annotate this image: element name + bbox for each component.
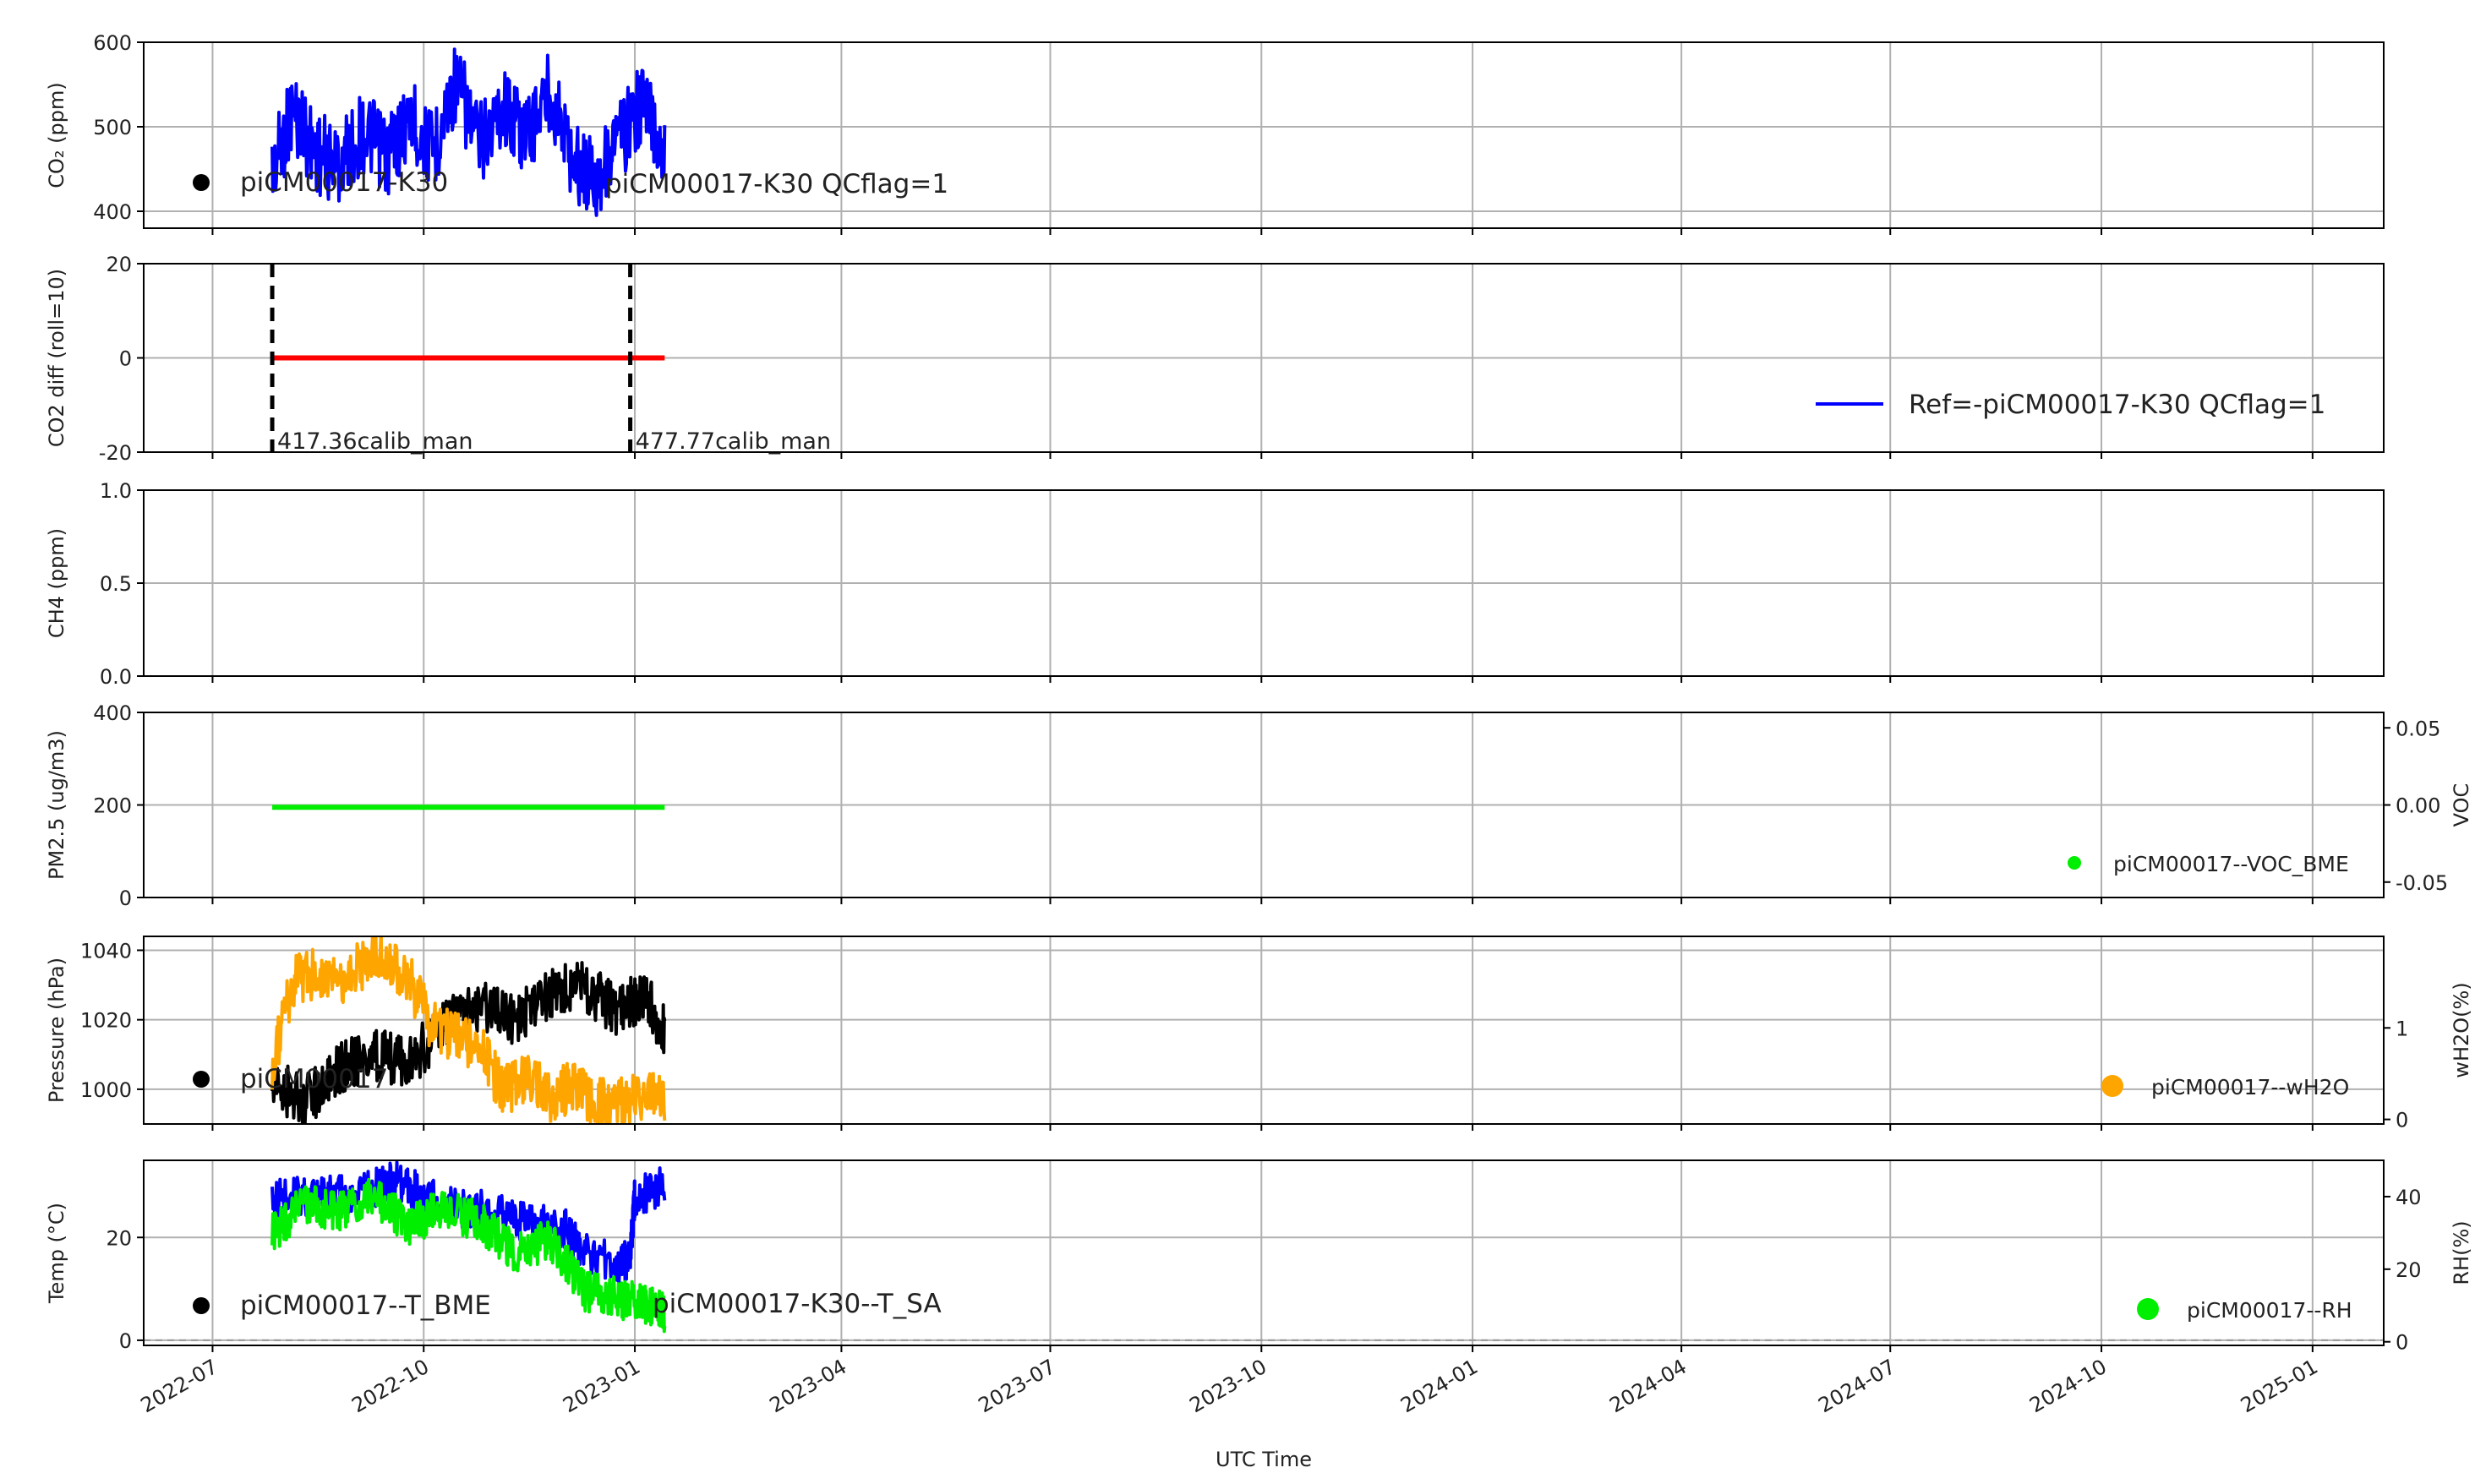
panel-5: 1000 1020 1040 Pressure (hPa) 0 1 wH2O(%) piCM0… bbox=[45, 936, 2473, 1132]
panel-3: 0.0 0.5 1.0 CH4 (ppm) bbox=[45, 479, 2385, 689]
legend-marker bbox=[2068, 856, 2081, 870]
x-tick-label: 2024-10 bbox=[2025, 1355, 2111, 1417]
calib-label: 417.36calib_man bbox=[277, 428, 473, 455]
y-tick-label: 1020 bbox=[80, 1009, 132, 1033]
x-tick-label: 2023-07 bbox=[975, 1355, 1060, 1417]
y-tick-label: -20 bbox=[99, 441, 132, 465]
y2-tick-label: 0.00 bbox=[2396, 794, 2440, 818]
y-axis-label: CO2 diff (roll=10) bbox=[45, 269, 68, 447]
y-tick-label: 0 bbox=[119, 1329, 132, 1353]
calib-label: 477.77calib_man bbox=[636, 428, 831, 455]
y-axis-label: PM2.5 (ug/m3) bbox=[45, 730, 68, 880]
y2-axis-label: RH(%) bbox=[2450, 1220, 2473, 1285]
legend-label: piCM00017--RH bbox=[2187, 1298, 2352, 1323]
legend-marker bbox=[193, 174, 210, 191]
plot-area bbox=[270, 936, 667, 1124]
x-tick-label: 2023-04 bbox=[766, 1355, 851, 1417]
legend-marker bbox=[193, 1297, 210, 1314]
legend-marker bbox=[193, 1071, 210, 1088]
x-tick-label: 2025-01 bbox=[2237, 1355, 2322, 1417]
y-tick-label: 0.5 bbox=[100, 572, 132, 596]
y2-tick-label: 0 bbox=[2396, 1331, 2408, 1355]
y-tick-label: 600 bbox=[93, 31, 132, 55]
y-tick-label: 0.0 bbox=[100, 665, 132, 689]
y-tick-label: 200 bbox=[93, 794, 132, 818]
y-tick-label: 1000 bbox=[80, 1078, 132, 1102]
legend-label: piCM00017-K30 QCflag=1 bbox=[605, 169, 948, 199]
panel-6: 0 20 Temp (°C) 0 20 40 RH(%) piCM00017--T_BME pi… bbox=[45, 1159, 2473, 1355]
y-tick-label: 20 bbox=[106, 253, 132, 276]
plot-area bbox=[270, 47, 667, 217]
legend-label: piCM00017-K30 bbox=[240, 167, 448, 198]
legend-label: piCM00017 bbox=[240, 1064, 388, 1094]
y-axis-label: Pressure (hPa) bbox=[45, 958, 68, 1103]
series-trace bbox=[270, 1177, 667, 1334]
y-tick-label: 400 bbox=[93, 200, 132, 224]
y-axis-label: CO₂ (ppm) bbox=[45, 82, 68, 188]
panel-4: 0 200 400 PM2.5 (ug/m3) -0.05 0.00 0.05 VOC piCM… bbox=[45, 701, 2473, 910]
y-tick-label: 1040 bbox=[80, 939, 132, 963]
y-axis-label: CH4 (ppm) bbox=[45, 528, 68, 638]
panel-2: 417.36calib_man 477.77calib_man -20 0 20 CO2 … bbox=[45, 253, 2385, 465]
x-tick-label: 2022-07 bbox=[137, 1355, 222, 1417]
legend-label: piCM00017-K30--T_SA bbox=[653, 1289, 942, 1319]
plot-area bbox=[270, 1160, 667, 1334]
y-tick-label: 1.0 bbox=[100, 479, 132, 503]
legend-label: piCM00017--VOC_BME bbox=[2113, 852, 2349, 876]
y-tick-label: 20 bbox=[106, 1226, 132, 1250]
x-tick-label: 2022-10 bbox=[347, 1355, 433, 1417]
panel-frame bbox=[143, 936, 2385, 1125]
x-tick-label: 2024-07 bbox=[1814, 1355, 1899, 1417]
y2-tick-label: 1 bbox=[2396, 1017, 2408, 1040]
series-trace bbox=[270, 961, 667, 1124]
x-tick-label: 2024-04 bbox=[1605, 1355, 1691, 1417]
y-tick-label: 500 bbox=[93, 116, 132, 139]
legend-label: piCM00017--wH2O bbox=[2151, 1075, 2349, 1099]
y2-tick-label: 40 bbox=[2396, 1186, 2422, 1209]
y2-axis-label: wH2O(%) bbox=[2450, 982, 2473, 1078]
x-tick-label: 2024-01 bbox=[1396, 1355, 1482, 1417]
y-tick-label: 400 bbox=[93, 701, 132, 725]
panel-1: 400 500 600 CO₂ (ppm) piCM00017-K30 piCM00017… bbox=[45, 31, 2385, 235]
y2-tick-label: 0.05 bbox=[2396, 717, 2440, 740]
series-trace bbox=[270, 936, 667, 1124]
legend-label: piCM00017--T_BME bbox=[240, 1290, 491, 1321]
x-tick-label: 2023-01 bbox=[559, 1355, 644, 1417]
y2-tick-label: -0.05 bbox=[2396, 871, 2448, 895]
y2-tick-label: 0 bbox=[2396, 1109, 2408, 1132]
series-trace bbox=[270, 47, 667, 217]
y2-axis-label: VOC bbox=[2450, 783, 2473, 827]
x-tick-label: 2023-10 bbox=[1185, 1355, 1270, 1417]
y-tick-label: 0 bbox=[119, 887, 132, 910]
legend-marker bbox=[2137, 1298, 2159, 1320]
legend-label: Ref=-piCM00017-K30 QCflag=1 bbox=[1909, 390, 2325, 420]
y-tick-label: 0 bbox=[119, 347, 132, 371]
x-axis-label: UTC Time bbox=[1216, 1448, 1312, 1471]
legend-marker bbox=[2101, 1075, 2123, 1097]
y2-tick-label: 20 bbox=[2396, 1258, 2422, 1282]
panel-frame bbox=[143, 41, 2385, 229]
panel-frame bbox=[143, 1159, 2385, 1346]
y-axis-label: Temp (°C) bbox=[45, 1203, 68, 1304]
